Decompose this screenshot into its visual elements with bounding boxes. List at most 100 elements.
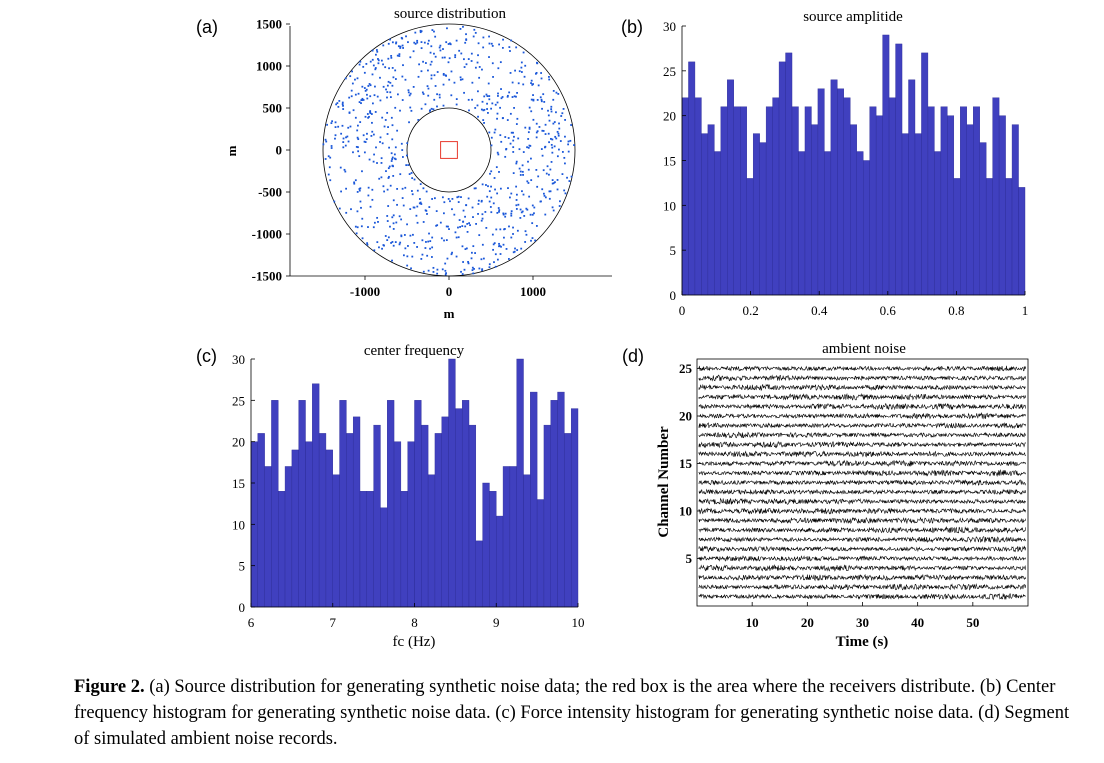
source-point xyxy=(407,89,410,92)
source-point xyxy=(481,100,484,103)
panel-a-xlabel: m xyxy=(444,306,455,321)
source-point xyxy=(342,146,345,149)
panel-b-bar xyxy=(752,133,760,296)
source-point xyxy=(528,106,531,109)
source-point xyxy=(510,131,513,134)
source-point xyxy=(515,193,518,196)
source-point xyxy=(434,85,437,87)
source-point xyxy=(430,45,433,48)
source-point xyxy=(563,156,566,159)
panel-b-ytick-label: 15 xyxy=(663,154,676,169)
source-point xyxy=(379,76,381,79)
noise-trace xyxy=(698,516,1026,525)
panel-c-bar xyxy=(489,491,497,608)
source-point xyxy=(478,76,481,79)
source-point xyxy=(568,180,571,182)
panel-c-ytick-label: 10 xyxy=(232,517,245,532)
noise-trace xyxy=(698,478,1026,486)
source-point xyxy=(447,43,450,45)
panel-c-bar xyxy=(393,441,402,608)
source-point xyxy=(497,207,500,209)
source-point xyxy=(384,235,387,237)
source-point xyxy=(430,60,433,63)
source-point xyxy=(379,141,381,143)
panel-b-bar xyxy=(765,106,773,296)
panel-d-ytick-label: 5 xyxy=(686,551,693,566)
source-point xyxy=(520,71,523,73)
source-point xyxy=(410,172,413,174)
source-point xyxy=(471,98,473,101)
panel-b-bar xyxy=(850,124,857,296)
panel-c-bar xyxy=(536,499,545,608)
source-point xyxy=(467,98,470,101)
panel-b-bar xyxy=(817,88,825,296)
source-point xyxy=(517,203,520,206)
source-point xyxy=(420,41,423,43)
source-point xyxy=(400,235,403,238)
panel-b-title: source amplitide xyxy=(803,9,903,25)
source-point xyxy=(430,74,433,77)
source-point xyxy=(389,91,392,94)
source-point xyxy=(482,257,485,260)
source-point xyxy=(563,189,566,192)
source-point xyxy=(386,133,389,135)
source-point xyxy=(456,196,459,199)
source-point xyxy=(564,119,566,121)
source-point xyxy=(473,187,476,190)
source-point xyxy=(490,136,493,139)
panel-b-bar xyxy=(992,97,1000,296)
source-point xyxy=(491,62,494,65)
source-point xyxy=(494,253,497,256)
source-point xyxy=(533,206,536,209)
source-point xyxy=(445,74,447,77)
source-point xyxy=(468,109,470,112)
source-point xyxy=(364,141,367,143)
source-point xyxy=(433,30,435,33)
source-point xyxy=(346,135,349,138)
source-point xyxy=(432,271,435,273)
source-point xyxy=(431,198,433,200)
source-point xyxy=(422,60,424,63)
source-point xyxy=(490,196,493,199)
source-point xyxy=(356,210,359,213)
source-point xyxy=(494,103,497,106)
source-point xyxy=(420,30,423,33)
source-point xyxy=(551,138,554,141)
source-point xyxy=(391,156,394,159)
source-point xyxy=(341,101,344,104)
source-point xyxy=(433,52,435,55)
panel-b-bar xyxy=(811,124,819,296)
panel-c-bar xyxy=(380,507,388,608)
panel-c-bar xyxy=(407,441,415,608)
source-point xyxy=(567,140,570,143)
source-point xyxy=(382,63,384,66)
source-point xyxy=(384,119,387,121)
source-point xyxy=(429,240,432,243)
source-point xyxy=(501,96,504,98)
panel-c-bar xyxy=(557,391,565,608)
source-point xyxy=(407,41,409,44)
source-point xyxy=(334,137,336,140)
panel-a-ytick-label: 1500 xyxy=(256,17,282,32)
source-point xyxy=(517,137,520,140)
source-point xyxy=(470,251,473,254)
source-point xyxy=(485,93,488,96)
source-point xyxy=(459,226,461,228)
source-point xyxy=(457,236,460,239)
panel-c-ytick-label: 0 xyxy=(239,600,246,615)
source-point xyxy=(391,241,394,243)
source-point xyxy=(461,225,464,227)
source-point xyxy=(540,148,543,150)
noise-trace xyxy=(698,374,1026,382)
source-point xyxy=(447,198,450,200)
source-point xyxy=(474,187,477,190)
source-point xyxy=(508,46,511,48)
source-point xyxy=(492,202,495,205)
source-point xyxy=(515,95,517,98)
source-point xyxy=(518,148,521,151)
source-point xyxy=(510,210,513,213)
panel-d-xtick-label: 40 xyxy=(911,615,924,630)
source-point xyxy=(481,213,484,216)
source-point xyxy=(377,220,379,223)
source-point xyxy=(366,243,369,246)
